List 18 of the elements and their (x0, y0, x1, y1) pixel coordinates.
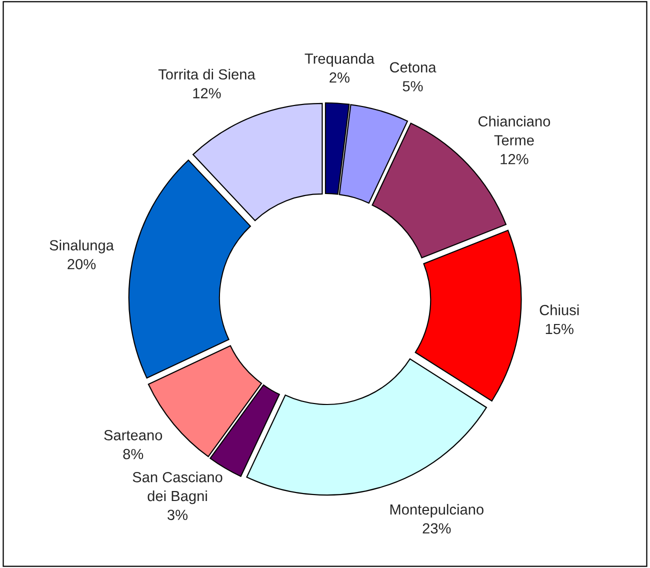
data-label: 8% (123, 448, 144, 460)
slice-label: Chiusi (540, 304, 579, 316)
data-label: 2% (330, 72, 350, 83)
slice-label: Chianciano Terme (478, 116, 550, 146)
slice-label: Torrita di Siena (158, 68, 256, 80)
slice-label: Cetona (390, 62, 436, 73)
data-label: 12% (193, 88, 221, 98)
data-label: 23% (422, 523, 451, 534)
slice-label: Sarteano (104, 430, 162, 440)
slice-label: San Casciano dei Bagni (132, 472, 222, 504)
slice-label: Sinalunga (50, 240, 114, 254)
data-label: 12% (500, 154, 528, 164)
data-label: 15% (546, 324, 574, 334)
slice-label: Montepulciano (390, 504, 484, 518)
data-label: 5% (402, 81, 423, 92)
slice-label: Trequanda (304, 53, 374, 67)
data-label: 20% (68, 259, 96, 270)
data-label: 3% (168, 510, 188, 520)
